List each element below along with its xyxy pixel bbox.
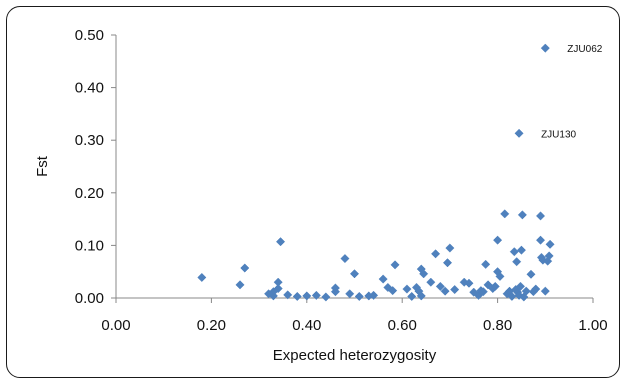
data-point [197, 272, 207, 283]
data-point [276, 237, 286, 247]
data-point [517, 210, 527, 220]
data-point [302, 291, 312, 301]
data-point [514, 128, 524, 138]
data-point [388, 286, 398, 296]
y-tick-label: 0.50 [75, 27, 104, 44]
data-point [540, 286, 550, 296]
y-tick-label: 0.20 [75, 185, 104, 202]
data-point [390, 260, 400, 270]
data-point [435, 281, 445, 291]
y-tick-label: 0.10 [75, 237, 104, 254]
data-point [544, 251, 554, 261]
x-axis-label: Expected heterozygosity [273, 347, 437, 364]
annotations: ZJU062 ZJU130 [514, 43, 603, 140]
data-point [273, 283, 283, 294]
y-tick-label: 0.40 [75, 80, 104, 97]
data-point [478, 287, 488, 297]
data-point [431, 249, 441, 259]
data-point [514, 290, 524, 300]
data-point [464, 278, 474, 288]
data-point [540, 43, 550, 53]
data-point [495, 271, 505, 281]
x-tick-label: 0.00 [101, 317, 130, 334]
data-point [493, 235, 503, 245]
y-tick-label: 0.00 [75, 290, 104, 307]
x-tick-label: 1.00 [578, 317, 607, 334]
data-point [512, 257, 522, 267]
data-point [440, 286, 450, 296]
x-tick-label: 0.60 [388, 317, 417, 334]
data-point [543, 256, 553, 266]
data-point [426, 277, 436, 287]
data-point [369, 290, 379, 300]
point-annotation: ZJU130 [541, 129, 576, 140]
data-point [349, 269, 360, 279]
data-point [509, 247, 519, 257]
y-axis-label: Fst [34, 155, 51, 177]
data-point [321, 292, 331, 302]
data-point [507, 291, 517, 301]
scatter-chart: 0.00 0.10 0.20 0.30 0.40 0.50 0.00 0.20 0.40 0.60… [34, 27, 608, 364]
x-tick-label: 0.20 [197, 317, 226, 334]
axes: 0.00 0.10 0.20 0.30 0.40 0.50 0.00 0.20 0.40 0.60… [75, 27, 608, 334]
data-point [340, 253, 350, 264]
data-point [330, 283, 340, 293]
data-point [526, 269, 536, 279]
data-point [235, 280, 245, 290]
data-point [442, 258, 453, 268]
data-point [311, 290, 321, 300]
data-point [515, 281, 526, 291]
data-point [345, 289, 355, 299]
data-point [535, 235, 546, 245]
data-point [531, 284, 541, 294]
data-point [490, 281, 500, 291]
data-point [535, 211, 546, 221]
data-point [445, 243, 455, 253]
data-point [378, 274, 388, 284]
data-point [407, 291, 417, 301]
data-point [240, 263, 250, 273]
data-point [500, 209, 510, 219]
data-point [416, 291, 426, 301]
point-annotation: ZJU062 [567, 44, 602, 55]
data-point [481, 259, 491, 269]
data-point [402, 284, 412, 294]
chart-frame [6, 6, 620, 378]
data-point [354, 291, 364, 301]
data-point [419, 269, 429, 279]
data-point [450, 285, 460, 295]
x-tick-label: 0.80 [483, 317, 512, 334]
data-point [273, 277, 283, 287]
data-point [292, 291, 302, 301]
data-point [521, 286, 531, 296]
x-tick-label: 0.40 [292, 317, 321, 334]
data-point [516, 245, 527, 255]
data-point [545, 239, 555, 249]
data-points [197, 209, 555, 302]
data-point [283, 290, 293, 300]
y-tick-label: 0.30 [75, 132, 104, 149]
